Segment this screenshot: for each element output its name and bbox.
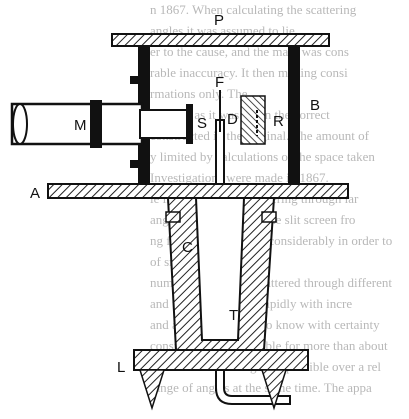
case-wall-right	[288, 46, 300, 196]
case-step-left	[130, 76, 150, 84]
stand-base-l	[133, 349, 309, 371]
background-text-line: n 1867. When calculating the scattering	[150, 2, 357, 17]
label-t: T	[229, 307, 238, 324]
background-text-line: Investigations were made in 1867.	[150, 170, 329, 185]
background-text-line: rmations only. The	[150, 86, 248, 101]
base-plate-a	[47, 183, 349, 199]
background-text-line: rable inaccuracy. It then making consi	[150, 65, 348, 80]
stand-foot-left	[138, 369, 166, 411]
label-l: L	[117, 359, 125, 376]
case-step-left-bottom	[130, 160, 150, 168]
cone-joint-c-inner	[194, 197, 246, 341]
label-s: S	[197, 115, 207, 132]
microscope-inner-tube	[139, 109, 189, 139]
microscope-tube-m	[10, 102, 144, 146]
label-d: D	[227, 111, 238, 128]
label-f: F	[215, 74, 224, 91]
background-text-line: at as far as it was given the correct	[150, 107, 330, 122]
background-text-line: y limited by calculations of the space t…	[150, 149, 375, 164]
background-text-line: range of angles at the same time. The ap…	[150, 380, 372, 395]
cone-flange-left	[165, 211, 181, 223]
label-m: M	[74, 117, 87, 134]
label-b: B	[310, 97, 320, 114]
stand-foot-right	[260, 369, 288, 411]
zinc-sulphide-screen-s	[186, 104, 193, 144]
microscope-clamp	[90, 100, 102, 148]
label-c: C	[182, 239, 193, 256]
microscope-eyepiece	[12, 103, 28, 145]
top-plate-p	[111, 33, 330, 47]
label-r: R	[273, 113, 284, 130]
label-p: P	[214, 12, 224, 29]
foil-holder-d	[240, 95, 266, 145]
cone-flange-right	[261, 211, 277, 223]
label-a: A	[30, 185, 40, 202]
